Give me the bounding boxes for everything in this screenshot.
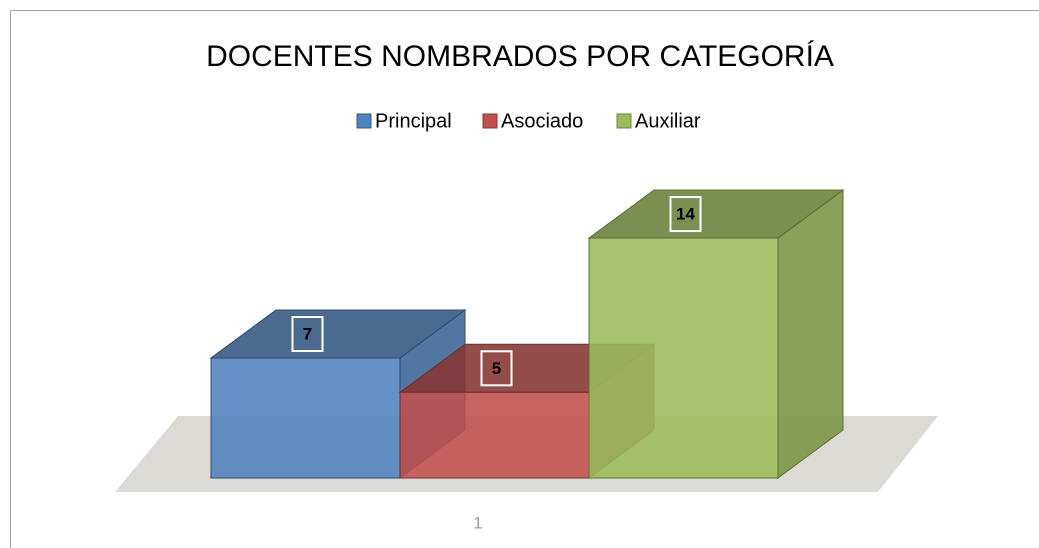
bar-side bbox=[777, 189, 844, 479]
legend-label: Auxiliar bbox=[635, 110, 701, 132]
legend-swatch bbox=[482, 113, 498, 129]
value-label: 5 bbox=[492, 359, 501, 378]
x-tick-label: 1 bbox=[473, 513, 482, 532]
value-label-box bbox=[291, 316, 324, 353]
legend-label: Principal bbox=[375, 110, 452, 132]
value-label-box bbox=[480, 350, 513, 387]
value-label: 14 bbox=[676, 205, 695, 224]
value-label-box bbox=[669, 196, 702, 233]
value-label: 7 bbox=[303, 325, 312, 344]
bar bbox=[210, 357, 401, 479]
bar bbox=[588, 237, 779, 479]
legend-swatch bbox=[616, 113, 632, 129]
bar bbox=[399, 391, 590, 479]
legend-swatch bbox=[356, 113, 372, 129]
chart-title: DOCENTES NOMBRADOS POR CATEGORÍA bbox=[206, 40, 834, 73]
legend-label: Asociado bbox=[501, 110, 583, 132]
